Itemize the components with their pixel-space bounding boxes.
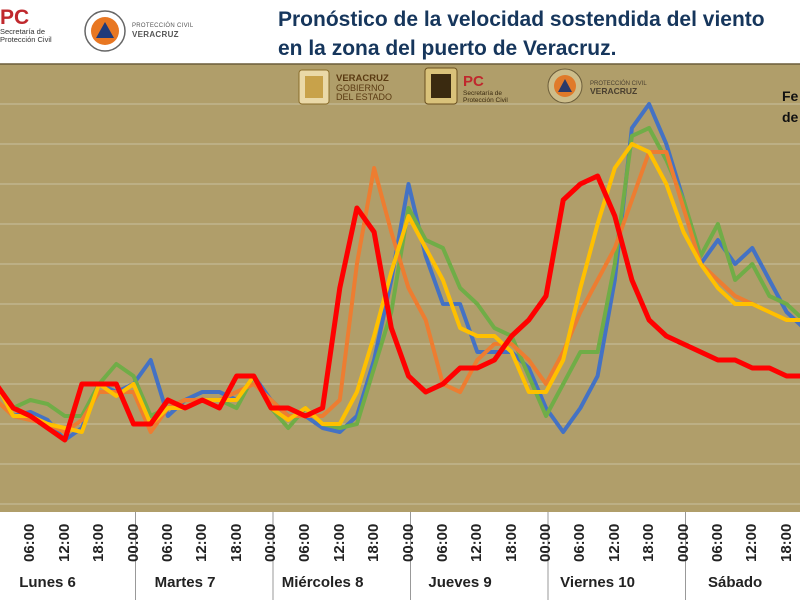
x-tick-label: 00:00 xyxy=(124,523,142,562)
x-tick-label: 06:00 xyxy=(296,523,314,562)
pc-secretaria-logo-center: PC Secretaría de Protección Civil xyxy=(424,67,508,105)
fecha-note: Fe de xyxy=(782,86,798,128)
pc-center-line2: Protección Civil xyxy=(463,97,508,104)
x-tick-label: 18:00 xyxy=(227,523,245,562)
x-tick-label: 00:00 xyxy=(537,523,554,562)
gobierno-line3: DEL ESTADO xyxy=(336,92,392,102)
pcv-line2: VERACRUZ xyxy=(132,30,179,39)
gobierno-veracruz-logo: VERACRUZ GOBIERNO DEL ESTADO xyxy=(298,69,392,105)
x-tick-label: 12:00 xyxy=(55,523,73,562)
day-label: Miércoles 8 xyxy=(281,574,364,591)
x-tick-marks xyxy=(135,512,686,600)
pc-logo: PC Secretaría de Protección Civil xyxy=(0,6,52,44)
x-tick-label: 12:00 xyxy=(468,523,486,562)
x-tick-label: 06:00 xyxy=(571,523,589,562)
x-tick-label: 00:00 xyxy=(399,523,417,562)
pc-veracruz-emblem-icon xyxy=(84,10,126,52)
day-label: Viernes 10 xyxy=(560,574,635,591)
x-tick-label: 18:00 xyxy=(502,523,520,562)
x-tick-label: 12:00 xyxy=(605,523,623,562)
series-layer xyxy=(0,102,800,443)
pcv-center-line2: VERACRUZ xyxy=(590,86,637,96)
page-title: Pronóstico de la velocidad sostendida de… xyxy=(278,5,765,63)
title-line-2: en la zona del puerto de Veracruz. xyxy=(278,37,617,60)
x-tick-label: 06:00 xyxy=(433,523,451,562)
gobierno-line1: VERACRUZ xyxy=(336,73,389,84)
x-tick-label: 06:00 xyxy=(708,523,726,562)
x-tick-label: 18:00 xyxy=(777,523,795,562)
day-label: Jueves 9 xyxy=(428,574,492,591)
x-tick-label: 12:00 xyxy=(193,523,211,562)
pcv-center-line1: PROTECCIÓN CIVIL xyxy=(590,80,647,87)
pc-logo-line1: Secretaría de xyxy=(0,27,46,36)
series-line-green xyxy=(0,126,800,430)
pc-center-line1: Secretaría de xyxy=(463,90,502,97)
day-label: Sábado xyxy=(707,574,763,591)
x-tick-label: 12:00 xyxy=(330,523,348,562)
pc-center-mark: PC xyxy=(463,73,484,90)
x-tick-label: 06:00 xyxy=(21,523,39,562)
x-tick-label: 12:00 xyxy=(743,523,761,562)
fecha-line2: de xyxy=(782,109,799,125)
series-line-red xyxy=(0,173,800,443)
x-tick-label: 00:00 xyxy=(262,523,279,562)
pcv-logo-center: PROTECCIÓN CIVIL VERACRUZ xyxy=(547,68,647,104)
x-tick-label: 00:00 xyxy=(0,523,4,562)
gobierno-line2: GOBIERNO xyxy=(336,83,385,93)
day-label: Martes 7 xyxy=(154,574,216,591)
day-label: Lunes 6 xyxy=(19,574,76,591)
x-tick-label: 18:00 xyxy=(365,523,383,562)
fecha-line1: Fe xyxy=(782,88,799,104)
x-tick-label: 18:00 xyxy=(640,523,658,562)
pc-logo-line2: Protección Civil xyxy=(0,35,52,44)
plot-area xyxy=(0,64,800,512)
x-tick-label: 00:00 xyxy=(674,523,692,562)
pc-logo-mark: PC xyxy=(0,6,30,29)
series-line-yellow xyxy=(0,142,800,434)
x-tick-label: 06:00 xyxy=(158,523,176,562)
x-tick-label: 18:00 xyxy=(90,523,108,562)
title-line-1: Pronóstico de la velocidad sostendida de… xyxy=(278,8,765,31)
pcv-line1: PROTECCIÓN CIVIL xyxy=(132,23,194,29)
